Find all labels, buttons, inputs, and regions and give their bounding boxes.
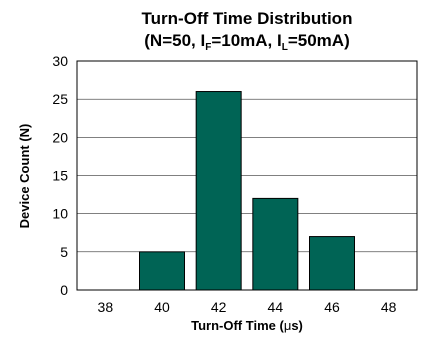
y-tick-labels: 0 5 10 15 20 25 30 xyxy=(52,53,68,298)
plot-frame xyxy=(76,60,418,291)
bar-46 xyxy=(309,236,355,291)
y-tick-label: 5 xyxy=(60,244,68,260)
y-tick-label: 30 xyxy=(52,53,68,69)
x-tick-label: 38 xyxy=(98,299,114,315)
y-tick-label: 20 xyxy=(52,129,68,145)
y-tick-label: 15 xyxy=(52,168,68,184)
x-tick-label: 42 xyxy=(211,299,227,315)
bar-40 xyxy=(139,251,185,291)
x-axis-label: Turn-Off Time (μs) xyxy=(191,318,303,333)
x-tick-label: 46 xyxy=(324,299,340,315)
grid-lines xyxy=(77,98,417,253)
x-tick-label: 40 xyxy=(154,299,170,315)
chart-subtitle: (N=50, IF=10mA, IL=50mA) xyxy=(144,31,349,53)
x-tick-labels: 38 40 42 44 46 48 xyxy=(98,299,397,315)
y-axis-label: Device Count (N) xyxy=(17,124,32,229)
bars xyxy=(139,91,355,291)
y-tick-label: 10 xyxy=(52,206,68,222)
x-tick-label: 48 xyxy=(381,299,397,315)
y-tick-label: 25 xyxy=(52,91,68,107)
bar-42 xyxy=(195,91,242,291)
y-tick-label: 0 xyxy=(60,282,68,298)
bar-44 xyxy=(252,197,299,291)
x-tick-label: 44 xyxy=(268,299,284,315)
chart-title: Turn-Off Time Distribution xyxy=(142,9,353,28)
